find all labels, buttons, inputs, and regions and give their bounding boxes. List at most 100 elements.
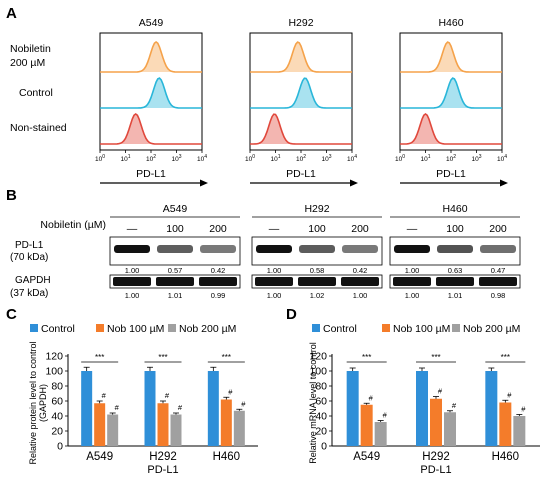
- gapdh-band: [255, 277, 293, 286]
- pdl1-quant-value: 0.57: [168, 266, 183, 275]
- gapdh-quant-value: 1.00: [353, 291, 368, 300]
- histogram-line: [400, 77, 502, 109]
- bar: [360, 404, 373, 446]
- histogram-fill: [100, 114, 202, 144]
- hash-mark: #: [178, 403, 183, 412]
- gapdh-band: [436, 277, 474, 286]
- x-category-label: H292: [422, 451, 450, 463]
- y-tick-label: 0: [57, 441, 63, 453]
- hash-mark: #: [241, 399, 246, 408]
- dose-label: —: [269, 223, 280, 235]
- legend-label: Nob 200 µM: [179, 323, 236, 335]
- dose-label: 200: [209, 223, 227, 235]
- y-axis-label: Relative protein level to control: [28, 341, 38, 464]
- axis-tick-label: 103: [471, 154, 481, 163]
- row-label-dose: 200 µM: [10, 57, 45, 69]
- histogram-fill: [400, 114, 502, 144]
- axis-tick-label: 103: [321, 154, 331, 163]
- row-label-non-stained: Non-stained: [10, 122, 67, 134]
- histogram-line: [250, 77, 352, 109]
- histogram-fill: [100, 42, 202, 72]
- western-blot-panel: Nobiletin (µM) PD-L1(70 kDa) GAPDH (37 kDa)…: [10, 203, 521, 300]
- y-axis-label: (GAPDH): [38, 384, 48, 422]
- axis-tick-label: 104: [497, 154, 507, 163]
- legend-label: Nob 100 µM: [393, 323, 450, 335]
- blot-cell-line-title: A549: [163, 203, 188, 215]
- y-tick-label: 100: [309, 366, 327, 378]
- x-axis-label: PD-L1: [420, 464, 451, 476]
- hash-mark: #: [102, 391, 107, 400]
- hash-mark: #: [165, 391, 170, 400]
- axis-tick-label: 102: [446, 154, 456, 163]
- dose-label: —: [407, 223, 418, 235]
- legend-label: Control: [323, 323, 357, 335]
- bar: [430, 398, 442, 446]
- gapdh-band: [113, 277, 151, 286]
- y-tick-label: 0: [321, 441, 327, 453]
- pdl1-band: [200, 245, 236, 253]
- x-category-label: H460: [213, 451, 241, 463]
- y-tick-label: 40: [51, 411, 63, 423]
- mrna-bar-chart: Control Nob 100 µM Nob 200 µM 0 20 40 60 80 100 1…: [308, 323, 540, 476]
- gapdh-band: [479, 277, 517, 286]
- row-label-gapdh: GAPDH: [15, 275, 51, 286]
- bar: [374, 422, 387, 446]
- y-tick-label: 20: [51, 426, 63, 438]
- gapdh-band: [199, 277, 237, 286]
- bar: [220, 399, 232, 446]
- x-axis-label: PD-L1: [436, 168, 466, 180]
- histogram-fill: [100, 78, 202, 108]
- protein-bar-chart: Control Nob 100 µM Nob 200 µM 0 20 40 60 80 100 1…: [28, 323, 258, 476]
- bar: [81, 371, 93, 446]
- axis-tick-label: 101: [420, 154, 430, 163]
- axis-arrow-head: [350, 179, 358, 187]
- y-tick-label: 120: [309, 351, 327, 363]
- bar: [207, 371, 219, 446]
- axis-tick-label: 102: [296, 154, 306, 163]
- pdl1-quant-value: 1.00: [125, 266, 140, 275]
- significance-label: ***: [501, 353, 510, 362]
- bar: [170, 414, 182, 446]
- legend-swatch: [312, 324, 320, 332]
- panel-label-a: A: [6, 5, 17, 22]
- gapdh-band: [298, 277, 336, 286]
- row-label-pdl1-kda: (70 kDa): [10, 252, 48, 263]
- pdl1-quant-value: 0.63: [448, 266, 463, 275]
- axis-arrow-head: [500, 179, 508, 187]
- axis-tick-label: 100: [395, 154, 405, 163]
- bar: [499, 402, 512, 446]
- pdl1-band: [157, 245, 193, 253]
- histogram-fill: [250, 114, 352, 144]
- row-label-gapdh-kda: (37 kDa): [10, 288, 48, 299]
- dose-label: 100: [166, 223, 184, 235]
- histogram-line: [100, 112, 202, 145]
- x-category-label: A549: [86, 451, 113, 463]
- axis-tick-label: 104: [197, 154, 207, 163]
- dose-label: 200: [489, 223, 507, 235]
- gapdh-quant-value: 1.00: [405, 291, 420, 300]
- legend-swatch: [96, 324, 104, 332]
- axis-tick-label: 101: [120, 154, 130, 163]
- flow-histogram-panel: A549 100 101 102 103 104 PD-L1 H292 100 101 102 103…: [95, 17, 508, 187]
- gapdh-band: [393, 277, 431, 286]
- bar: [444, 412, 456, 446]
- histogram-line: [400, 112, 502, 145]
- pdl1-quant-value: 0.42: [353, 266, 368, 275]
- axis-tick-label: 102: [146, 154, 156, 163]
- pdl1-band: [394, 245, 430, 253]
- x-category-label: A549: [353, 451, 380, 463]
- dose-label: 100: [446, 223, 464, 235]
- gapdh-band: [156, 277, 194, 286]
- bar: [233, 410, 245, 446]
- x-category-label: H460: [492, 451, 520, 463]
- hash-mark: #: [115, 403, 120, 412]
- hash-mark: #: [369, 393, 374, 402]
- gapdh-band: [341, 277, 379, 286]
- hash-mark: #: [507, 390, 512, 399]
- axis-tick-label: 100: [245, 154, 255, 163]
- cell-line-title: A549: [139, 17, 164, 29]
- legend-swatch: [30, 324, 38, 332]
- y-tick-label: 60: [51, 396, 63, 408]
- dose-label: 100: [308, 223, 326, 235]
